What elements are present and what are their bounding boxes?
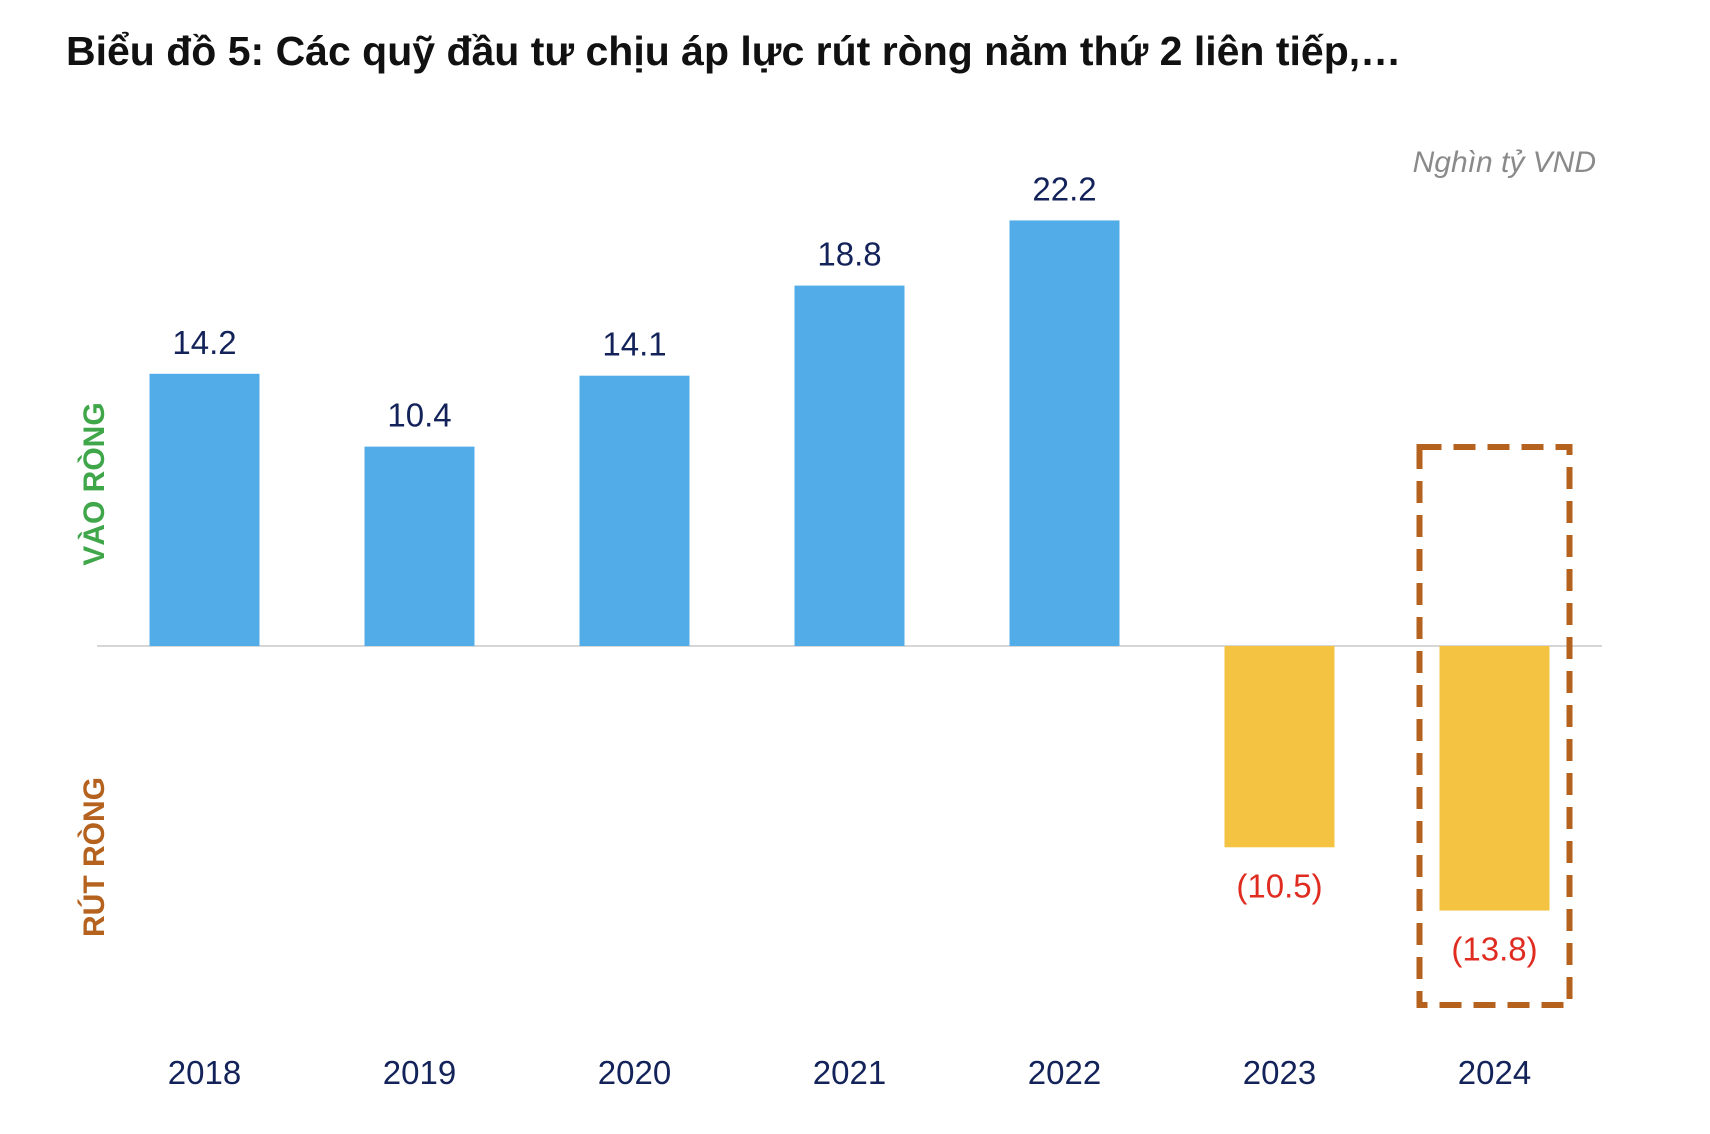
bar-2020 [579,375,690,646]
bar-2024 [1439,646,1550,911]
unit-label: Nghìn tỷ VND [1412,146,1596,179]
value-label-2020: 14.1 [602,326,666,363]
category-label-2018: 2018 [168,1054,241,1091]
value-label-2018: 14.2 [172,324,236,361]
bars-group [149,220,1550,911]
category-label-2024: 2024 [1458,1054,1531,1091]
bar-2022 [1009,220,1120,646]
value-label-2022: 22.2 [1032,170,1096,207]
highlight-box [1416,444,1573,1008]
category-labels-group: 2018 2019 2020 2021 2022 2023 2024 [168,1054,1531,1091]
value-label-2019: 10.4 [387,397,451,434]
value-labels-group: 14.2 10.4 14.1 18.8 22.2 (10.5) (13.8) [172,170,1537,967]
category-label-2023: 2023 [1243,1054,1316,1091]
bar-2018 [149,373,260,646]
value-label-2023: (10.5) [1236,867,1322,904]
category-label-2021: 2021 [813,1054,886,1091]
category-label-2020: 2020 [598,1054,671,1091]
bar-2023 [1224,646,1335,848]
value-label-2024: (13.8) [1451,931,1537,968]
bar-2019 [364,446,475,646]
category-label-2019: 2019 [383,1054,456,1091]
bar-2021 [794,285,905,646]
value-label-2021: 18.8 [817,236,881,273]
chart-title: Biểu đồ 5: Các quỹ đầu tư chịu áp lực rú… [66,28,1402,74]
category-label-2022: 2022 [1028,1054,1101,1091]
